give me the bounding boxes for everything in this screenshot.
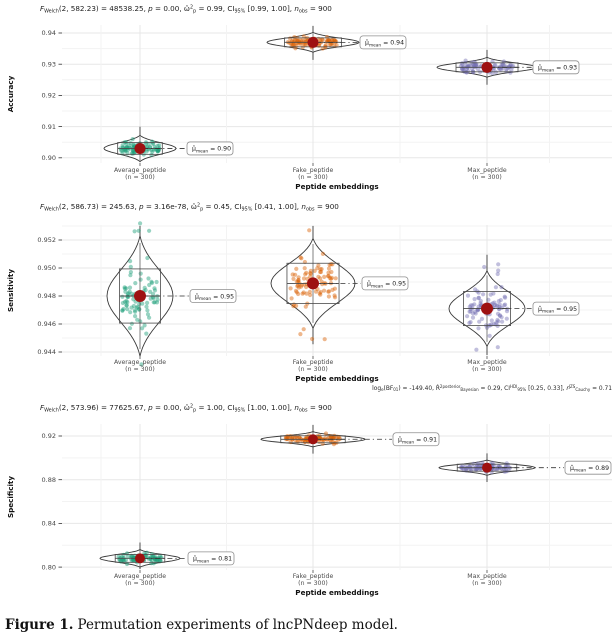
frequentist-stats-line: FWelch(2, 586.73) = 245.63, p = 3.16e-78… bbox=[40, 202, 339, 213]
x-axis: Average_peptide(n = 300)Fake_peptide(n =… bbox=[114, 163, 507, 191]
mean-dot bbox=[481, 61, 493, 73]
x-category-label: Average_peptide bbox=[114, 573, 166, 580]
figure-caption: Figure 1. Permutation experiments of lncP… bbox=[5, 617, 611, 633]
mean-annotation-text: μ̂mean = 0.90 bbox=[192, 145, 231, 155]
mean-annotation-text: μ̂mean = 0.95 bbox=[195, 292, 234, 302]
x-axis-title: Peptide embeddings bbox=[295, 182, 378, 191]
mean-dot bbox=[307, 277, 319, 290]
x-category-label: Fake_peptide bbox=[293, 573, 334, 580]
x-category-n: (n = 300) bbox=[125, 580, 155, 587]
x-category-n: (n = 300) bbox=[298, 366, 328, 373]
y-tick-label: 0.952 bbox=[37, 236, 56, 244]
x-category-n: (n = 300) bbox=[298, 580, 328, 587]
y-tick-label: 0.80 bbox=[42, 563, 56, 571]
y-tick-label: 0.94 bbox=[42, 29, 56, 37]
x-category-label: Average_peptide bbox=[114, 359, 166, 366]
y-tick-label: 0.90 bbox=[42, 154, 56, 162]
mean-annotation-box bbox=[532, 301, 580, 316]
bayes-stats-line: loge(BF01) = -149.40, R̂2posteriorBayesi… bbox=[372, 384, 612, 393]
figure-caption-label: Figure 1. bbox=[5, 616, 74, 633]
gridlines bbox=[62, 424, 612, 570]
y-tick-label: 0.84 bbox=[42, 520, 56, 528]
mean-annotation-box bbox=[359, 35, 407, 50]
mean-dot bbox=[135, 553, 145, 564]
x-category-n: (n = 300) bbox=[125, 174, 155, 181]
y-tick-label: 0.88 bbox=[42, 476, 56, 484]
x-axis-title: Peptide embeddings bbox=[295, 374, 378, 383]
panel-specificity: loge(BF01) = -149.40, R̂2posteriorBayesi… bbox=[0, 384, 616, 600]
mean-annotation-text: μ̂mean = 0.95 bbox=[538, 305, 577, 315]
violin-group-average_peptide: μ̂mean = 0.95 bbox=[106, 221, 237, 367]
frequentist-stats-line: FWelch(2, 573.96) = 77625.67, p = 0.00, … bbox=[40, 403, 332, 414]
panel-sensitivity: FWelch(2, 586.73) = 245.63, p = 3.16e-78… bbox=[0, 195, 616, 385]
x-category-n: (n = 300) bbox=[125, 366, 155, 373]
mean-dot bbox=[134, 290, 146, 302]
mean-annotation-text: μ̂mean = 0.93 bbox=[538, 64, 577, 74]
y-axis-title: Accuracy bbox=[6, 75, 15, 112]
x-category-n: (n = 300) bbox=[472, 580, 502, 587]
specificity-plot-svg: 0.92 0.88 0.84 0.80 Specificity μ̂mean = 0.81… bbox=[6, 424, 612, 597]
mean-dot bbox=[482, 462, 492, 473]
mean-annotation-text: μ̂mean = 0.81 bbox=[193, 555, 232, 565]
violin-group-fake_peptide: μ̂mean = 0.95 bbox=[270, 226, 409, 345]
mean-annotation-text: μ̂mean = 0.95 bbox=[367, 280, 406, 290]
y-axis-title: Specificity bbox=[6, 476, 15, 518]
y-tick-label: 0.948 bbox=[37, 292, 56, 300]
mean-dot bbox=[307, 36, 319, 48]
x-category-label: Max_peptide bbox=[467, 167, 507, 174]
y-tick-label: 0.946 bbox=[37, 320, 56, 328]
mean-annotation-box bbox=[187, 551, 235, 566]
violin-group-max_peptide: μ̂mean = 0.95 bbox=[448, 254, 580, 355]
x-category-label: Average_peptide bbox=[114, 167, 166, 174]
x-axis: Average_peptide(n = 300)Fake_peptide(n =… bbox=[114, 570, 507, 597]
violin-group-average_peptide: μ̂mean = 0.81 bbox=[99, 542, 235, 569]
y-tick-label: 0.92 bbox=[42, 92, 56, 100]
mean-dot bbox=[134, 142, 146, 154]
mean-annotation-box bbox=[392, 432, 440, 447]
mean-annotation-box bbox=[189, 289, 237, 303]
jitter-points bbox=[465, 262, 510, 352]
x-category-n: (n = 300) bbox=[472, 366, 502, 373]
mean-annotation-box bbox=[564, 460, 612, 475]
x-axis-title: Peptide embeddings bbox=[295, 588, 378, 597]
x-category-label: Max_peptide bbox=[467, 359, 507, 366]
y-tick-label: 0.944 bbox=[37, 348, 56, 356]
y-axis: 0.94 0.93 0.92 0.91 0.90 bbox=[42, 29, 62, 162]
mean-annotation-box bbox=[186, 141, 234, 156]
y-axis: 0.952 0.950 0.948 0.946 0.944 bbox=[37, 236, 62, 356]
y-axis-title: Sensitivity bbox=[6, 269, 15, 312]
figure-caption-text: Permutation experiments of lncPNdeep mod… bbox=[77, 616, 398, 633]
x-category-label: Max_peptide bbox=[467, 573, 507, 580]
mean-dot bbox=[481, 302, 493, 315]
x-category-n: (n = 300) bbox=[298, 174, 328, 181]
frequentist-stats-line: FWelch(2, 582.23) = 48538.25, p = 0.00, … bbox=[40, 4, 332, 15]
y-tick-label: 0.92 bbox=[42, 432, 56, 440]
mean-annotation-box bbox=[361, 276, 409, 291]
violin-group-max_peptide: μ̂mean = 0.89 bbox=[438, 453, 612, 483]
y-tick-label: 0.950 bbox=[37, 264, 56, 272]
y-tick-label: 0.91 bbox=[42, 123, 56, 131]
violin-group-fake_peptide: μ̂mean = 0.94 bbox=[266, 26, 407, 60]
mean-annotation-text: μ̂mean = 0.91 bbox=[398, 436, 437, 446]
gridlines bbox=[62, 25, 612, 163]
sensitivity-plot-svg: 0.952 0.950 0.948 0.946 0.944 Sensitivity μ̂me… bbox=[6, 221, 612, 383]
violin-panels: FWelch(2, 582.23) = 48538.25, p = 0.00, … bbox=[0, 0, 616, 600]
x-category-n: (n = 300) bbox=[472, 174, 502, 181]
x-axis: Average_peptide(n = 300)Fake_peptide(n =… bbox=[114, 356, 507, 383]
violin-group-average_peptide: μ̂mean = 0.90 bbox=[103, 126, 234, 163]
mean-annotation-text: μ̂mean = 0.89 bbox=[570, 464, 609, 474]
x-category-label: Fake_peptide bbox=[293, 167, 334, 174]
y-tick-label: 0.93 bbox=[42, 60, 56, 68]
mean-annotation-text: μ̂mean = 0.94 bbox=[365, 39, 404, 49]
panel-accuracy: FWelch(2, 582.23) = 48538.25, p = 0.00, … bbox=[0, 0, 616, 195]
y-axis: 0.92 0.88 0.84 0.80 bbox=[42, 432, 62, 571]
accuracy-plot-svg: 0.94 0.93 0.92 0.91 0.90 Accuracy μ̂mean = 0.9… bbox=[6, 25, 612, 191]
violin-group-max_peptide: μ̂mean = 0.93 bbox=[436, 49, 580, 85]
mean-annotation-box bbox=[532, 60, 580, 75]
mean-dot bbox=[308, 434, 318, 445]
x-category-label: Fake_peptide bbox=[293, 359, 334, 366]
violin-group-fake_peptide: μ̂mean = 0.91 bbox=[260, 425, 440, 454]
